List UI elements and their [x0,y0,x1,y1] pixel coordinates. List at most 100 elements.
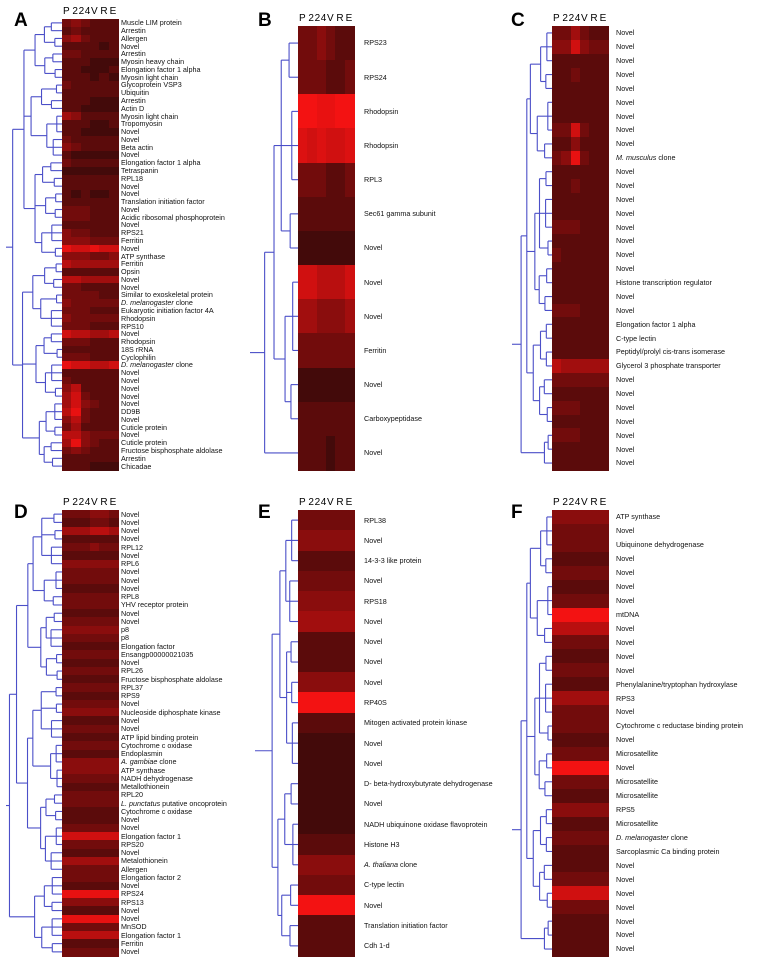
heatmap-cell [570,261,581,277]
heatmap-cell [62,683,72,693]
heatmap-cell [71,716,82,726]
heatmap-cell [80,190,91,199]
heatmap-cell [90,617,100,627]
heatmap-cell [326,793,336,815]
heatmap-cell [99,947,110,957]
heatmap-cell [298,874,308,896]
heatmap-cell [561,760,572,776]
heatmap-cell [80,584,91,594]
heatmap-cell [99,384,110,393]
gene-label: Novel [616,637,635,647]
column-header: P [299,13,307,24]
heatmap-cell [580,649,590,664]
heatmap-cell [335,773,346,795]
heatmap-cell [62,322,72,331]
heatmap-cell [99,716,110,726]
heatmap-cell [80,65,91,75]
heatmap-cell [589,802,600,818]
heatmap-cell [90,526,100,536]
heatmap-cell [90,400,100,409]
heatmap-cell [552,137,562,152]
heatmap-cell [62,135,72,144]
heatmap-cell [99,190,110,199]
heatmap-cell [80,158,91,168]
gene-label: MnSOD [121,922,147,932]
heatmap-cell [80,617,91,627]
gene-label: Elongation factor [121,641,175,651]
heatmap-cell [71,584,82,594]
heatmap-cell [90,633,100,643]
heatmap-cell [552,178,562,194]
heatmap-cell [90,733,100,742]
heatmap-cell [99,807,110,817]
heatmap-cell [561,428,572,443]
heatmap-cell [344,435,355,471]
gene-label: Novel [616,651,635,661]
heatmap-cell [99,625,110,635]
heatmap-cell [62,454,72,463]
heatmap-cell [62,166,72,176]
heatmap-cell [561,510,572,525]
heatmap-cell [335,367,346,403]
heatmap-cell [561,150,572,166]
heatmap-cell [561,372,572,388]
column-header: 2 [72,497,79,508]
heatmap-cell [298,265,308,300]
heatmap-cell [90,898,100,908]
heatmap-cell [589,746,600,762]
heatmap-cell [344,530,355,552]
gene-label: Novel [616,526,635,536]
heatmap-cell [326,895,336,917]
heatmap-cell [80,143,91,152]
heatmap-cell [298,753,308,775]
heatmap-cell [307,299,318,334]
heatmap-cell [90,252,100,261]
heatmap-cell [344,265,355,300]
heatmap-cell [71,799,82,808]
heatmap-cell [580,164,590,180]
gene-label: Ensangp00000021035 [121,649,194,659]
heatmap-cell [570,719,581,734]
heatmap-cell [298,128,308,164]
heatmap-cell [90,120,100,129]
heatmap-cell [598,220,609,235]
heatmap-cell [561,537,572,553]
heatmap-cell [71,182,82,191]
heatmap-cell [80,749,91,759]
heatmap-cell [108,267,119,277]
heatmap-cell [589,359,600,374]
heatmap-cell [90,166,100,176]
gene-label: RPL26 [121,666,143,676]
heatmap-cell [552,663,562,678]
heatmap-cell [80,275,91,284]
gene-label: Novel [121,567,140,577]
heatmap-cell [589,39,600,55]
heatmap-cell [335,895,346,917]
heatmap-cell [108,881,119,891]
heatmap-cell [598,705,609,720]
heatmap-cell [580,928,590,943]
gene-label: Novel [121,282,140,292]
heatmap-cell [90,392,100,401]
heatmap-cell [561,663,572,678]
heatmap-cell [80,415,91,424]
heatmap-cell [99,135,110,144]
gene-label: Microsatellite [616,791,658,801]
heatmap-cell [589,691,600,706]
heatmap-cell [335,814,346,835]
heatmap-cell [316,196,327,232]
heatmap-cell [589,830,600,846]
heatmap-cell [552,150,562,166]
heatmap-cell [108,766,119,775]
heatmap-cell [71,112,82,121]
heatmap-cell [62,361,72,370]
heatmap-cell [298,793,308,815]
heatmap-cell [99,353,110,362]
heatmap-cell [71,600,82,610]
heatmap-cell [316,854,327,876]
gene-label: Novel [616,930,635,940]
heatmap-cell [298,834,308,856]
heatmap-cell [90,431,100,440]
heatmap-cell [326,570,336,592]
heatmap-cell [552,733,562,748]
